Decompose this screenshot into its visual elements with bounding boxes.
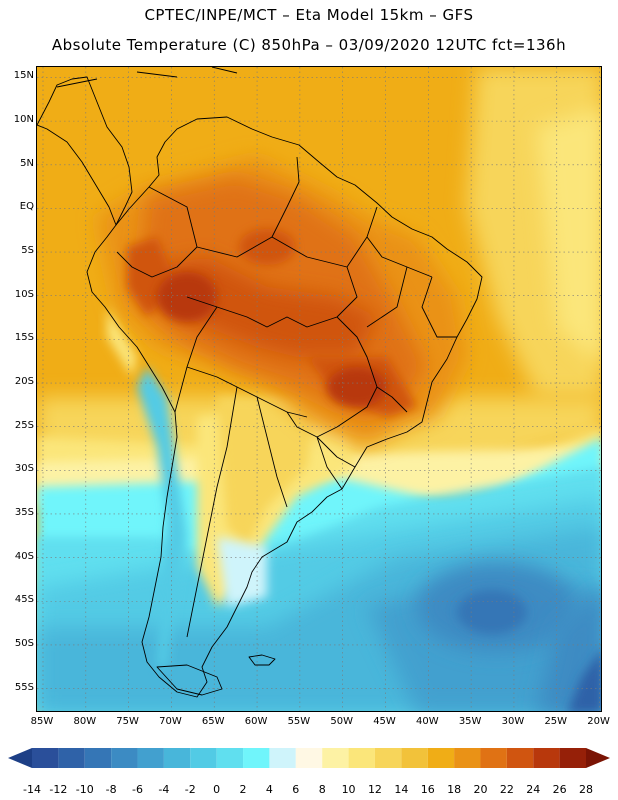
colorbar-cell: [190, 748, 217, 768]
lat-label: EQ: [19, 201, 34, 213]
lat-label: 30S: [14, 463, 34, 475]
lon-label: 35W: [458, 716, 482, 727]
coastlines-and-borders: [37, 67, 483, 698]
falkland-islands: [248, 654, 276, 666]
lat-label: 20S: [14, 376, 34, 388]
lat-label: 45S: [14, 594, 34, 606]
colorbar-tick-label: 2: [239, 783, 247, 796]
colorbar-cell: [269, 748, 296, 768]
colorbar-tick-label: -14: [23, 783, 41, 796]
colorbar-cell: [137, 748, 164, 768]
colorbar-tick-label: 20: [473, 783, 488, 796]
temperature-field: [37, 67, 601, 711]
caribbean-islands: [56, 67, 238, 88]
colorbar-cell: [58, 748, 85, 768]
lon-label: 30W: [501, 716, 525, 727]
lon-label: 20W: [587, 716, 610, 727]
lon-label: 40W: [416, 716, 439, 727]
central-america-coastline: [37, 76, 133, 226]
lat-label: 5N: [20, 157, 34, 169]
colorbar-tick-label: -2: [184, 783, 196, 796]
colorbar-cell: [243, 748, 270, 768]
lon-label: 65W: [201, 716, 225, 727]
lon-label: 85W: [30, 716, 54, 727]
colorbar-tick-label: -6: [132, 783, 143, 796]
colorbar-tick-label: 22: [499, 783, 514, 796]
colorbar-cell: [374, 748, 402, 768]
colorbar-tick-label: 14: [394, 783, 409, 796]
lat-label: 35S: [14, 506, 34, 518]
colorbar-tick-label: -4: [158, 783, 170, 796]
colorbar-tick-label: 10: [341, 783, 356, 796]
lon-label: 60W: [244, 716, 268, 727]
colorbar-cell: [454, 748, 481, 768]
colorbar-tick-label: 12: [367, 783, 382, 796]
lat-label: 10S: [14, 288, 34, 300]
colorbar-tick-label: 4: [265, 783, 273, 796]
lon-label: 70W: [159, 716, 182, 727]
colorbar-tick-label: 26: [552, 783, 567, 796]
colorbar-cell: [401, 748, 428, 768]
colorbar-tick-label: 24: [526, 783, 541, 796]
colorbar-cell: [32, 748, 59, 768]
lon-label: 55W: [287, 716, 311, 727]
colorbar-cell: [322, 748, 349, 768]
colorbar-tick-label: -12: [49, 783, 68, 796]
colorbar-tick-label: 8: [318, 783, 326, 796]
colorbar-tick-label: 28: [579, 783, 593, 796]
lon-label: 80W: [73, 716, 97, 727]
lon-label: 75W: [116, 716, 139, 727]
country-borders: [116, 156, 457, 638]
map-panel: [36, 66, 602, 712]
temperature-colorbar: [8, 748, 610, 768]
colorbar-tick-label: -10: [75, 783, 94, 796]
colorbar-tick-label: -8: [105, 783, 117, 796]
colorbar-tick-label: 16: [420, 783, 435, 796]
lon-label: 50W: [330, 716, 353, 727]
colorbar-cell: [216, 748, 244, 768]
colorbar-cell: [480, 748, 507, 768]
lat-label: 5S: [21, 245, 34, 257]
lon-label: 45W: [373, 716, 396, 727]
lat-label: 10N: [13, 114, 34, 126]
lat-label: 55S: [14, 681, 34, 693]
lon-label: 25W: [544, 716, 568, 727]
colorbar-tick-label: 18: [447, 783, 462, 796]
colorbar-cell: [427, 748, 455, 768]
colorbar-cell: [84, 748, 112, 768]
colorbar-cell: [506, 748, 534, 768]
colorbar-underflow-triangle: [8, 748, 32, 768]
colorbar-overflow-triangle: [586, 748, 610, 768]
colorbar-cell: [295, 748, 323, 768]
colorbar-tick-label: 6: [292, 783, 300, 796]
colorbar-cell: [163, 748, 191, 768]
colorbar-tick-label: 0: [213, 783, 221, 796]
lat-label: 15N: [13, 70, 34, 82]
colorbar-cell: [348, 748, 375, 768]
chart-title: CPTEC/INPE/MCT – Eta Model 15km – GFS: [144, 6, 474, 24]
chart-subtitle: Absolute Temperature (C) 850hPa – 03/09/…: [51, 36, 567, 54]
lat-label: 40S: [14, 550, 34, 562]
colorbar-cells: [32, 748, 586, 768]
colorbar-cell: [559, 748, 586, 768]
colorbar-cell: [533, 748, 560, 768]
lat-label: 25S: [14, 419, 34, 431]
colorbar-cell: [111, 748, 138, 768]
tierra-del-fuego: [156, 664, 223, 696]
lat-label: 50S: [14, 637, 34, 649]
lat-label: 15S: [14, 332, 34, 344]
south-america-coastline: [86, 116, 483, 698]
